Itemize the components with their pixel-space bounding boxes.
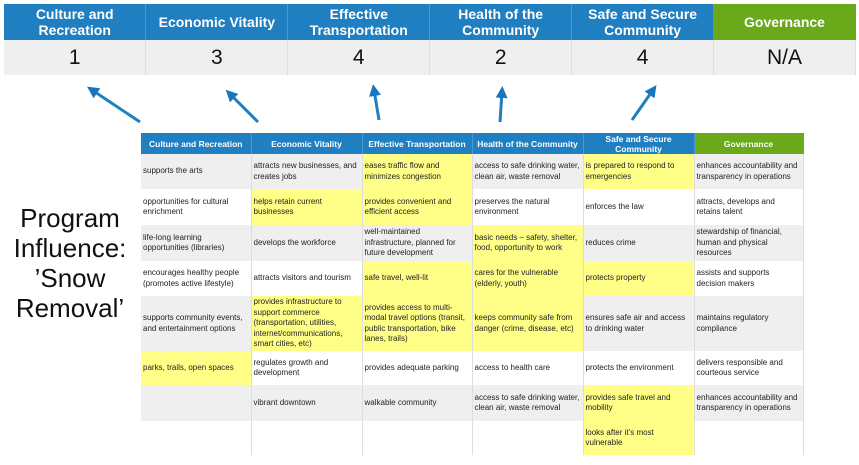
highlighted-cell: is prepared to respond to emergencies — [583, 154, 695, 189]
arrow-up-icon — [495, 86, 508, 123]
table-cell: encourages healthy people (promotes acti… — [141, 261, 252, 296]
arrow-up-left-icon — [87, 86, 141, 124]
table-cell: stewardship of financial, human and phys… — [694, 225, 804, 261]
table-cell: life-long learning opportunities (librar… — [141, 225, 252, 261]
highlighted-cell: provides access to multi-modal travel op… — [362, 296, 473, 351]
matrix-header-safe-and-secure-community: Safe and Secure Community — [583, 133, 695, 154]
score-health-of-the-community: 2 — [429, 40, 573, 75]
highlighted-cell: looks after it’s most vulnerable — [583, 421, 695, 455]
table-cell: access to safe drinking water, clean air… — [472, 385, 584, 421]
table-row: parks, trails, open spaces regulates grow… — [141, 351, 804, 385]
table-cell: enhances accountability and transparency… — [694, 385, 804, 421]
table-cell: assists and supports decision makers — [694, 261, 804, 296]
summary-header-effective-transportation: Effective Transportation — [287, 4, 431, 40]
score-effective-transportation: 4 — [287, 40, 431, 75]
arrow-up-left-icon — [225, 89, 260, 124]
highlighted-cell: basic needs – safety, shelter, food, opp… — [472, 225, 584, 261]
table-cell: well-maintained infrastructure, planned … — [362, 225, 473, 261]
table-cell: attracts, develops and retains talent — [694, 189, 804, 225]
score-safe-and-secure-community: 4 — [571, 40, 715, 75]
table-cell: ensures safe air and access to drinking … — [583, 296, 695, 351]
table-row: opportunities for cultural enrichment hel… — [141, 189, 804, 225]
score-culture-and-recreation: 1 — [4, 40, 147, 75]
table-cell: regulates growth and development — [251, 351, 363, 385]
table-cell: protects the environment — [583, 351, 695, 385]
table-cell: attracts new businesses, and creates job… — [251, 154, 363, 189]
table-cell: access to safe drinking water, clean air… — [472, 154, 584, 189]
table-cell — [141, 385, 252, 421]
table-cell: access to health care — [472, 351, 584, 385]
highlighted-cell: provides safe travel and mobility — [583, 385, 695, 421]
table-cell: enforces the law — [583, 189, 695, 225]
table-cell: vibrant downtown — [251, 385, 363, 421]
table-cell: reduces crime — [583, 225, 695, 261]
summary-header-governance: Governance — [713, 4, 856, 40]
table-row: life-long learning opportunities (librar… — [141, 225, 804, 261]
arrow-up-right-icon — [630, 85, 657, 121]
table-cell: provides adequate parking — [362, 351, 473, 385]
table-cell: develops the workforce — [251, 225, 363, 261]
highlighted-cell: keeps community safe from danger (crime,… — [472, 296, 584, 351]
matrix-header-effective-transportation: Effective Transportation — [362, 133, 473, 154]
program-influence-label: Program Influence: ’Snow Removal’ — [13, 203, 127, 323]
table-cell: maintains regulatory compliance — [694, 296, 804, 351]
table-cell — [694, 421, 804, 455]
highlighted-cell: eases traffic flow and minimizes congest… — [362, 154, 473, 189]
table-cell: delivers responsible and courteous servi… — [694, 351, 804, 385]
table-row: vibrant downtown walkable community access… — [141, 385, 804, 421]
table-row: supports community events, and entertain… — [141, 296, 804, 351]
table-row: encourages healthy people (promotes acti… — [141, 261, 804, 296]
table-row: looks after it’s most vulnerable — [141, 421, 804, 455]
matrix-header-economic-vitality: Economic Vitality — [251, 133, 363, 154]
table-cell: enhances accountability and transparency… — [694, 154, 804, 189]
highlighted-cell: helps retain current businesses — [251, 189, 363, 225]
arrow-up-icon — [369, 84, 381, 121]
influence-matrix-table: Culture and Recreation Economic Vitality E… — [141, 133, 804, 455]
summary-header-health-of-the-community: Health of the Community — [429, 4, 573, 40]
table-cell: supports the arts — [141, 154, 252, 189]
table-cell — [362, 421, 473, 455]
highlighted-cell: protects property — [583, 261, 695, 296]
table-cell — [251, 421, 363, 455]
highlighted-cell: parks, trails, open spaces — [141, 351, 252, 385]
summary-header-safe-and-secure-community: Safe and Secure Community — [571, 4, 715, 40]
highlighted-cell: provides convenient and efficient access — [362, 189, 473, 225]
table-cell: supports community events, and entertain… — [141, 296, 252, 351]
matrix-header-governance: Governance — [694, 133, 804, 154]
summary-header-culture-and-recreation: Culture and Recreation — [4, 4, 147, 40]
matrix-header-health-of-the-community: Health of the Community — [472, 133, 584, 154]
score-economic-vitality: 3 — [145, 40, 289, 75]
table-cell: opportunities for cultural enrichment — [141, 189, 252, 225]
table-cell — [141, 421, 252, 455]
matrix-header-culture-and-recreation: Culture and Recreation — [141, 133, 252, 154]
table-cell: walkable community — [362, 385, 473, 421]
table-cell: attracts visitors and tourism — [251, 261, 363, 296]
score-governance: N/A — [713, 40, 856, 75]
highlighted-cell: provides infrastructure to support comme… — [251, 296, 363, 351]
table-cell: preserves the natural environment — [472, 189, 584, 225]
highlighted-cell: safe travel, well-lit — [362, 261, 473, 296]
table-cell — [472, 421, 584, 455]
highlighted-cell: cares for the vulnerable (elderly, youth… — [472, 261, 584, 296]
table-row: supports the arts attracts new businesses… — [141, 154, 804, 189]
summary-score-table: Culture and Recreation Economic Vitality E… — [4, 4, 856, 75]
summary-header-economic-vitality: Economic Vitality — [145, 4, 289, 40]
